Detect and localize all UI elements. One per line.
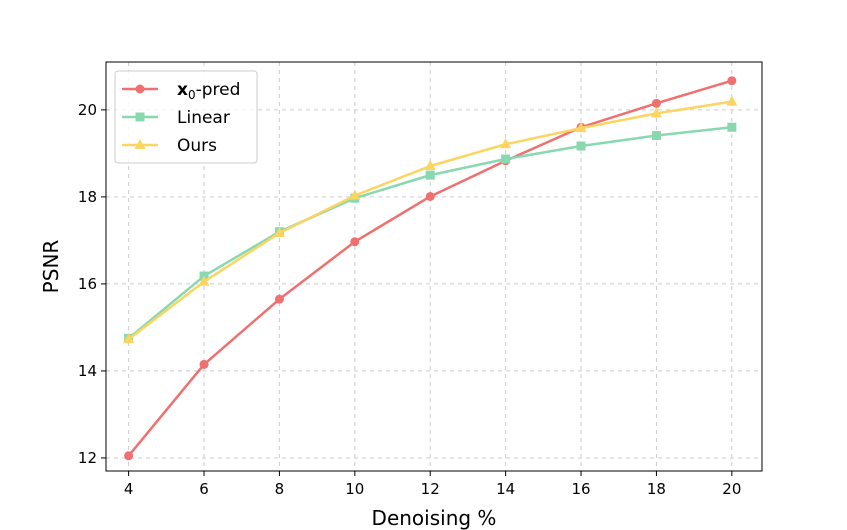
x-tick-label: 8 xyxy=(275,480,285,498)
x-tick-label: 12 xyxy=(421,480,440,498)
x-tick-label: 4 xyxy=(124,480,134,498)
data-point-linear xyxy=(651,131,661,141)
data-point-ours xyxy=(273,226,285,237)
y-tick-label: 16 xyxy=(78,275,97,293)
data-point-x0-pred xyxy=(727,76,737,86)
series-ours xyxy=(123,95,738,344)
legend-marker xyxy=(134,139,146,149)
y-axis-label: PSNR xyxy=(39,240,63,294)
data-point-linear xyxy=(425,170,435,180)
data-point-ours xyxy=(726,95,738,106)
x-tick-label: 18 xyxy=(647,480,666,498)
y-tick-label: 14 xyxy=(78,362,97,380)
legend-marker xyxy=(135,84,145,94)
data-point-ours xyxy=(650,107,662,118)
series-layer xyxy=(123,76,738,461)
data-point-linear xyxy=(576,141,586,151)
legend-label: Linear xyxy=(177,108,230,128)
legend: x0-pred Linear Ours xyxy=(114,70,258,164)
data-point-ours xyxy=(123,333,135,344)
legend-marker xyxy=(135,112,145,122)
legend-entry-ours: Ours xyxy=(122,136,217,156)
plot-frame xyxy=(105,61,763,472)
y-tick-label: 12 xyxy=(78,449,97,467)
y-tick-label: 20 xyxy=(78,101,97,119)
legend-box xyxy=(114,70,258,164)
x-tick-label: 16 xyxy=(571,480,590,498)
data-point-x0-pred xyxy=(199,359,209,369)
data-point-x0-pred xyxy=(274,294,284,304)
x-tick-label: 20 xyxy=(722,480,741,498)
legend-label: x0-pred xyxy=(177,80,240,102)
data-point-linear xyxy=(727,122,737,132)
data-point-ours xyxy=(198,275,210,286)
data-point-ours xyxy=(349,189,361,200)
x-tick-label: 14 xyxy=(496,480,515,498)
legend-entry-linear: Linear xyxy=(122,108,230,128)
data-point-ours xyxy=(500,138,512,149)
legend-label-main: x xyxy=(177,80,188,100)
data-point-x0-pred xyxy=(350,237,360,247)
data-point-x0-pred xyxy=(425,191,435,201)
x-axis-label: Denoising % xyxy=(372,506,497,530)
x-tick-label: 6 xyxy=(199,480,209,498)
data-point-ours xyxy=(424,159,436,170)
data-point-x0-pred xyxy=(651,98,661,108)
data-point-x0-pred xyxy=(124,451,134,461)
legend-label-sub: 0 xyxy=(188,88,196,102)
x-tick-label: 10 xyxy=(345,480,364,498)
legend-label: Ours xyxy=(177,136,217,156)
y-tick-label: 18 xyxy=(78,188,97,206)
ticks: 4 6 8 10 12 14 16 18 20 12 14 16 18 20 xyxy=(78,101,741,498)
legend-label-rest: -pred xyxy=(196,80,241,100)
data-point-linear xyxy=(501,154,511,164)
legend-entry-x0-pred: x0-pred xyxy=(122,80,240,102)
data-point-ours xyxy=(575,122,587,133)
